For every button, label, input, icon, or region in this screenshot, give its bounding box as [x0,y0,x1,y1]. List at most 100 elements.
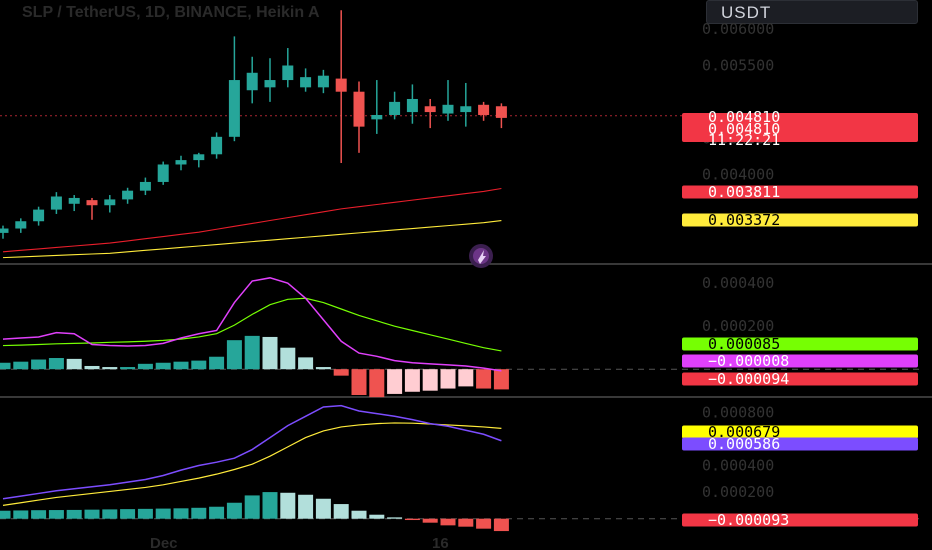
histogram-bar [84,509,100,519]
histogram-bar [280,492,296,519]
candle-body [353,91,365,127]
price-label-block [682,113,918,142]
candle-body [460,106,472,113]
candle-body [228,80,240,137]
candle-body [246,72,258,91]
y-axis-tick-label: 0.000200 [702,317,774,335]
histogram-bar [404,518,420,521]
price-label-bg [682,372,918,386]
macd-line [2,277,502,372]
y-axis-tick-label: 0.000800 [702,403,774,421]
candle-body [389,101,401,115]
macd-line [2,404,502,500]
histogram-bar [48,510,64,519]
price-label-text: 0.003811 [708,183,780,201]
histogram-bar [387,517,403,519]
histogram-bar [209,506,225,519]
histogram-bar [191,507,207,519]
histogram-bar [155,508,171,519]
price-label-bg [682,513,918,527]
histogram-bar [476,518,492,529]
candle-body [139,181,151,191]
histogram-bar [315,367,331,370]
candle-body [193,154,205,161]
histogram-bar [369,514,385,519]
y-axis-tick-label: 0.000400 [702,274,774,292]
price-label-text: 0.000679 [708,423,780,441]
candle-body [264,80,276,88]
histogram-bar [387,369,403,394]
signal-line [2,422,502,506]
candle-body [371,114,383,120]
histogram-bar [155,362,171,370]
histogram-bar [493,518,509,532]
histogram-bar [66,358,82,370]
candle-body [50,196,62,210]
y-axis-tick-label: 0.004000 [702,166,774,184]
histogram-bar [137,363,153,370]
histogram-bar [262,336,278,370]
histogram-price-label: −0.000093 [682,511,918,529]
candle-body [300,77,312,88]
price-label-text: 0.000586 [708,435,780,453]
histogram-bar [84,365,100,370]
histogram-bar [66,509,82,519]
macd-price-label: 0.000586 [682,435,918,453]
candle-body [33,209,45,222]
histogram-bar [422,369,438,391]
y-axis-tick-label: 0.000200 [702,483,774,501]
histogram-bar [13,361,29,370]
histogram-bar [244,335,260,370]
currency-button[interactable]: USDT [706,0,918,24]
price-label-text: 0.000085 [708,335,780,353]
ma-red-line [2,187,502,253]
signal-line [2,297,502,352]
price-label-bg [682,437,918,451]
price-label-bg [682,425,918,439]
histogram-bar [191,360,207,370]
x-axis-label: Dec [150,535,178,550]
price-label-bg [682,185,918,199]
candle-body [122,190,134,200]
signal-price-label: 0.000085 [682,335,918,353]
histogram-bar [280,347,296,370]
histogram-bar [173,508,189,519]
ma-yellow-price-label: 0.003372 [682,211,918,229]
histogram-bar [0,510,11,519]
histogram-bar [298,357,314,370]
price-label-text: −0.000093 [708,511,789,529]
histogram-bar [298,494,314,519]
histogram-bar [102,509,118,519]
histogram-bar [137,508,153,519]
tradingview-logo-icon [469,244,493,268]
histogram-bar [476,369,492,389]
histogram-bar [440,518,456,526]
histogram-bar [262,492,278,519]
candle-body [317,75,329,88]
histogram-bar [31,510,47,519]
price-label-text: 0.004810 [708,120,780,138]
histogram-bar [120,509,136,519]
histogram-bar [120,367,136,370]
price-label-text: 0.003372 [708,211,780,229]
candle-body [424,106,436,113]
y-axis-tick-label: 0.000400 [702,457,774,475]
histogram-bar [440,369,456,389]
histogram-bar [0,362,11,370]
histogram-bar [226,502,242,519]
histogram-bar [333,504,349,519]
histogram-bar [422,518,438,523]
price-label-text: −0.000094 [708,370,789,388]
histogram-bar [369,369,385,398]
histogram-bar [31,359,47,370]
candle-body [104,199,116,206]
y-axis-tick-label: 0.005500 [702,57,774,75]
signal-price-label: 0.000679 [682,423,918,441]
histogram-bar [333,369,349,376]
price-label-text: 11:22:21 [708,131,780,149]
histogram-bar [102,367,118,370]
price-label-bg [682,354,918,368]
candle-body [15,221,27,229]
histogram-bar [226,340,242,370]
